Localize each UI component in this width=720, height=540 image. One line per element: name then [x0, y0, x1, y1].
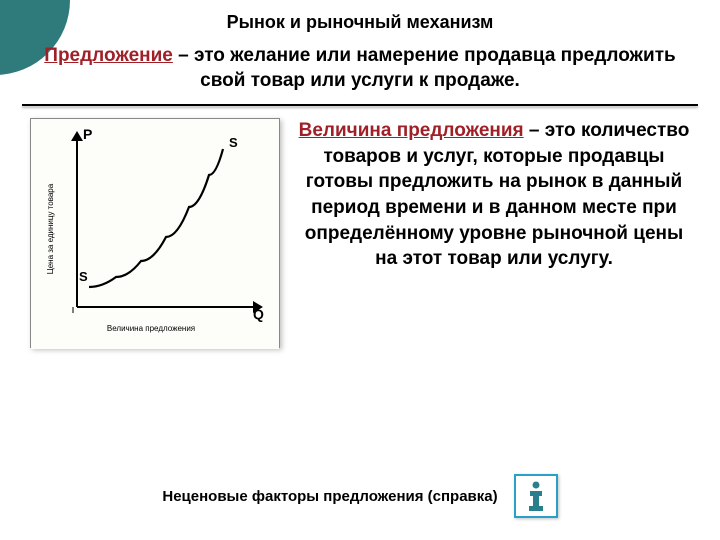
footer-text: Неценовые факторы предложения (справка) — [162, 488, 497, 505]
svg-text:Цена за единицу товара: Цена за единицу товара — [46, 183, 55, 274]
body-row: P Q S S Цена за единицу товара Величина предл… — [30, 118, 690, 348]
svg-text:P: P — [83, 126, 92, 142]
svg-text:Q: Q — [253, 306, 264, 322]
info-icon — [519, 479, 553, 513]
definition-quantity-supplied: Величина предложения – это количество то… — [298, 118, 690, 348]
supply-curve-chart: P Q S S Цена за единицу товара Величина предл… — [30, 118, 280, 348]
definition-quantity-text: – это количество товаров и услуг, которы… — [305, 120, 690, 269]
divider — [22, 104, 698, 106]
svg-text:Величина предложения: Величина предложения — [107, 324, 195, 333]
supply-curve-svg: P Q S S Цена за единицу товара Величина предл… — [31, 119, 279, 349]
info-button[interactable] — [514, 474, 558, 518]
slide-title: Рынок и рыночный механизм — [0, 12, 720, 33]
term-supply: Предложение — [44, 45, 173, 66]
term-quantity-supplied: Величина предложения — [299, 120, 524, 141]
footer-row: Неценовые факторы предложения (справка) — [0, 474, 720, 518]
definition-supply: Предложение – это желание или намерение … — [40, 44, 680, 93]
svg-text:S: S — [79, 269, 88, 284]
svg-text:S: S — [229, 135, 238, 150]
definition-supply-text: – это желание или намерение продавца пре… — [173, 45, 676, 91]
